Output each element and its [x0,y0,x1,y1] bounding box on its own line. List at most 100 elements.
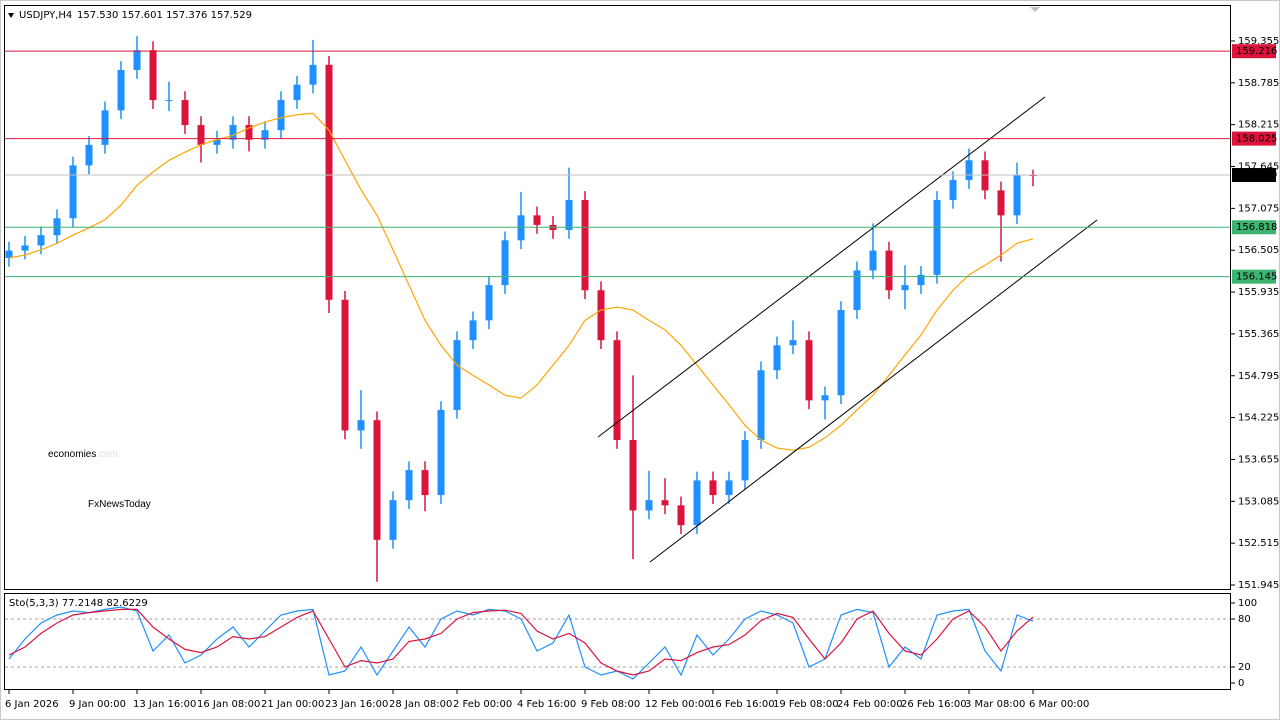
candle-body [469,320,477,341]
candle-body [453,340,461,410]
x-tick-label: 6 Mar 00:00 [1029,699,1089,710]
candle-body [85,144,93,166]
candle-body [725,480,733,496]
moving-average [8,112,1034,451]
x-tick-label: 21 Jan 00:00 [261,699,324,710]
y-tick-label: 80 [1238,614,1251,625]
y-tick-label: 159.355 [1238,36,1279,47]
candle-body [613,340,621,441]
shift-marker [1030,7,1040,12]
candle-body [805,340,813,401]
x-tick-label: 4 Feb 16:00 [517,699,576,710]
candle-body [245,125,253,140]
candle-body [1013,174,1021,216]
stochastic-line [8,608,1034,676]
x-tick-label: 13 Jan 16:00 [133,699,196,710]
y-tick-label: 155.935 [1238,287,1279,298]
candle-body [901,285,909,291]
candle-body [181,100,189,126]
candle-body [37,235,45,246]
candle-body [309,64,317,85]
candle-body [869,250,877,271]
candle-body [501,240,509,286]
watermark-part: economies [48,449,96,460]
y-tick-label: 153.655 [1238,454,1279,465]
candle-body [517,215,525,241]
x-tick-label: 16 Jan 08:00 [197,699,260,710]
x-tick-label: 9 Feb 08:00 [581,699,640,710]
x-tick-label: 9 Jan 00:00 [69,699,126,710]
candle-body [405,470,413,501]
price-tag [1232,131,1276,146]
candle-body [581,199,589,291]
price-tag-label: 156.818 [1236,222,1277,233]
x-tick-label: 12 Feb 00:00 [645,699,711,710]
candle-body [133,50,141,70]
candle-body [341,299,349,431]
x-tick-label: 23 Jan 16:00 [325,699,388,710]
candle-body [485,285,493,321]
candle-body [277,100,285,131]
y-tick-label: 157.075 [1238,203,1279,214]
candle-body [197,125,205,145]
x-tick-label: 3 Mar 08:00 [965,699,1025,710]
symbol-title: USDJPY,H4 [19,10,72,21]
stochastic-line [8,606,1034,680]
candle-body [437,409,445,496]
x-tick-label: 24 Feb 00:00 [837,699,903,710]
candle-body [677,505,685,526]
x-tick-label: 6 Jan 2026 [5,699,59,710]
price-tag [1232,269,1276,284]
candle-body [709,480,717,496]
price-tag [1232,220,1276,235]
watermark: FxNewsToday [88,499,151,510]
candle-body [229,125,237,140]
watermark: economies.com [48,449,118,460]
price-tag-label: 157.529 [1236,170,1277,181]
candle-body [773,345,781,371]
candle-body [933,199,941,275]
y-tick-label: 155.365 [1238,329,1279,340]
candle-body [693,480,701,526]
y-tick-label: 20 [1238,662,1251,673]
price-tag [1232,44,1276,59]
y-tick-label: 157.645 [1238,162,1279,173]
candle-body [949,180,957,200]
candle-body [917,274,925,286]
candle-body [837,310,845,396]
candle-body [885,250,893,291]
candle-body [293,84,301,101]
candle-body [53,218,61,236]
y-tick-label: 151.945 [1238,580,1279,591]
y-tick-label: 156.505 [1238,245,1279,256]
candle-body [629,440,637,511]
candle-body [149,50,157,101]
candle-body [165,100,173,102]
candle-body [645,500,653,511]
price-tag-label: 158.025 [1236,134,1277,145]
plot [5,36,1037,582]
y-tick-label: 158.785 [1238,78,1279,89]
candle-body [261,130,269,140]
y-tick-label: 0 [1238,678,1244,689]
candle-body [117,69,125,111]
y-tick-label: 152.515 [1238,538,1279,549]
candle-body [389,500,397,540]
candle-body [789,340,797,346]
candle-body [661,500,669,506]
y-tick-label: 100 [1238,598,1257,609]
channel-line [597,96,1046,438]
x-tick-label: 19 Feb 08:00 [773,699,839,710]
candle-body [757,370,765,441]
candle-body [373,420,381,540]
price-tag-label: 159.216 [1236,46,1277,57]
stochastic-panel [4,593,1231,690]
candle-body [533,215,541,225]
price-tag [1232,168,1276,183]
price-panel [4,5,1231,590]
candle-body [5,250,13,258]
x-tick-label: 28 Jan 08:00 [389,699,452,710]
candle-body [821,395,829,401]
ohlc-readout: 157.530 157.601 157.376 157.529 [77,10,252,21]
